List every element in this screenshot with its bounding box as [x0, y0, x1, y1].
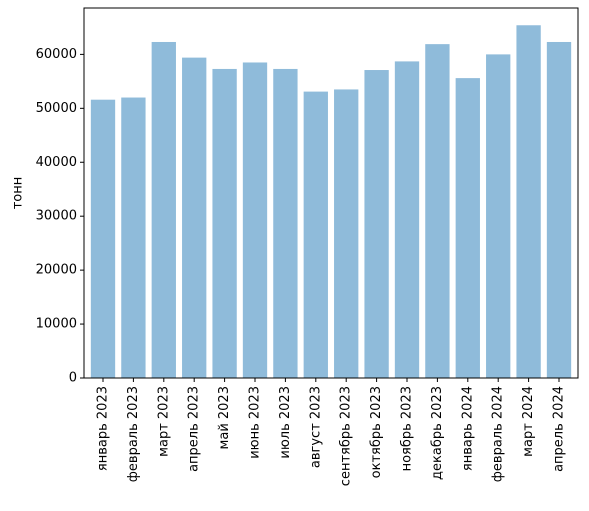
- bar-5: [212, 68, 237, 379]
- bar-7: [273, 68, 298, 379]
- bar-6: [242, 62, 268, 378]
- plot-frame: [83, 7, 579, 379]
- x-tick-label: март 2024: [521, 386, 536, 457]
- x-tick-label: март 2023: [156, 386, 171, 457]
- x-tick-label: февраль 2023: [126, 386, 141, 482]
- x-tick-label: июль 2023: [278, 386, 293, 459]
- y-axis-label: тонн: [11, 177, 26, 210]
- bars: [90, 25, 572, 379]
- bar-16: [546, 41, 572, 379]
- bar-4: [182, 57, 207, 378]
- y-tick-label: 20000: [36, 263, 77, 278]
- bar-15: [516, 25, 541, 379]
- x-tick-label: февраль 2024: [491, 386, 506, 482]
- y-tick-label: 60000: [36, 47, 77, 62]
- bar-9: [334, 89, 359, 378]
- x-tick-label: август 2023: [308, 386, 323, 468]
- bar-11: [394, 61, 420, 379]
- y-tick-label: 30000: [36, 209, 77, 224]
- y-tick-label: 10000: [36, 317, 77, 332]
- x-tick-label: сентябрь 2023: [339, 386, 354, 486]
- x-tick-label: июнь 2023: [248, 386, 263, 459]
- y-tick-label: 0: [69, 371, 77, 386]
- bar-1: [90, 99, 116, 378]
- x-tick-label: апрель 2024: [552, 386, 567, 472]
- bar-13: [455, 78, 480, 379]
- x-axis: январь 2023 февраль 2023 март 2023 апрель 2…: [96, 378, 567, 486]
- y-tick-label: 50000: [36, 101, 77, 116]
- bar-8: [303, 91, 328, 378]
- x-tick-label: май 2023: [217, 386, 232, 449]
- bar-14: [486, 54, 511, 379]
- bar-12: [425, 44, 450, 379]
- x-tick-label: январь 2024: [460, 386, 475, 471]
- y-axis: 0 10000 20000 30000 40000 50000 60000: [36, 47, 84, 386]
- bar-3: [151, 41, 176, 379]
- bar-10: [364, 70, 389, 378]
- x-tick-label: январь 2023: [96, 386, 111, 471]
- bar-2: [121, 97, 146, 378]
- x-tick-label: ноябрь 2023: [400, 386, 415, 471]
- x-tick-label: октябрь 2023: [369, 386, 384, 478]
- x-tick-label: апрель 2023: [187, 386, 202, 472]
- x-tick-label: декабрь 2023: [430, 386, 445, 480]
- y-tick-label: 40000: [36, 155, 77, 170]
